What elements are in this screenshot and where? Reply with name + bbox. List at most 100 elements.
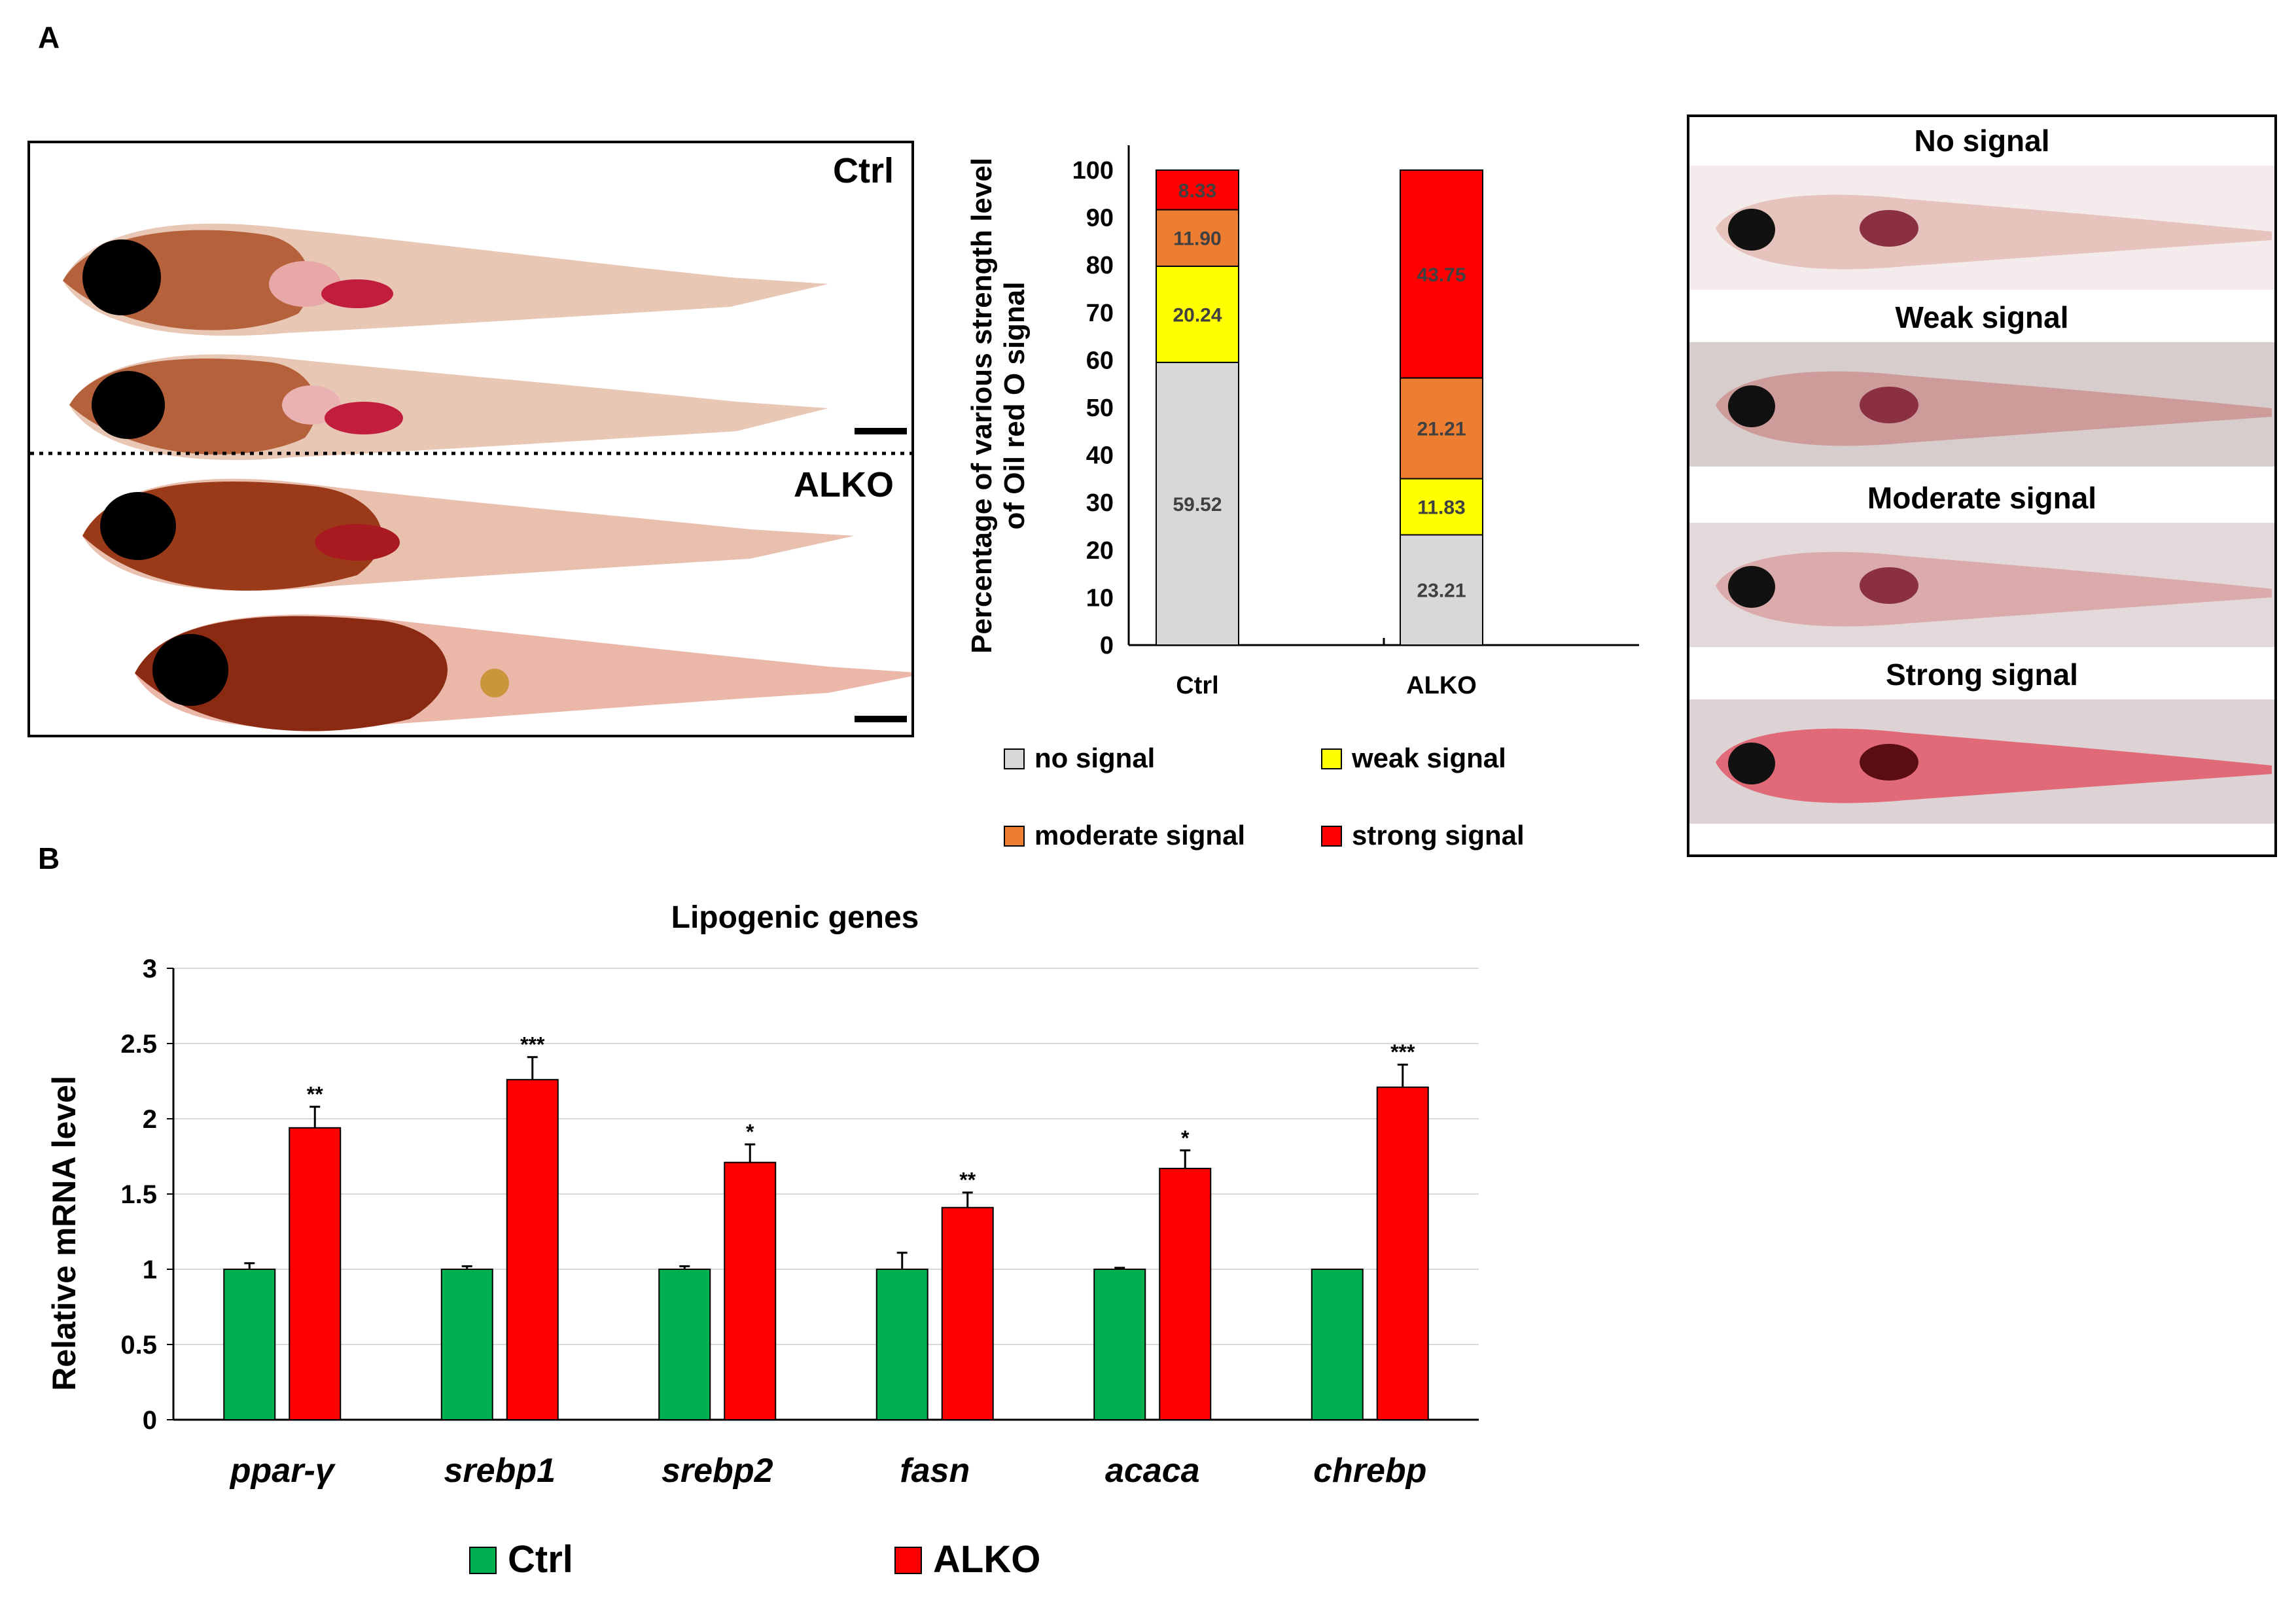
fish-photo-panel: Ctrl ALKO	[27, 141, 927, 737]
bar-ctrl	[223, 1269, 276, 1420]
legend-swatch	[1321, 826, 1342, 847]
significance-marker: **	[307, 1083, 323, 1106]
x-axis-labels: Ctrl ALKO	[1176, 672, 1477, 699]
data-label: 59.52	[1173, 494, 1222, 516]
y-axis-ticks: 0 0.5 1 1.5 2 2.5 3	[120, 955, 173, 1435]
y-tick-label: 0	[143, 1406, 157, 1435]
data-label: 23.21	[1417, 580, 1466, 602]
fish-alko-2	[135, 614, 927, 731]
x-axis-labels: ppar-γ srebp1 srebp2 fasn acaca chrebp	[229, 1452, 1427, 1490]
x-tick-label: ALKO	[1406, 672, 1477, 699]
lipogenic-bar-chart: Lipogenic genes Relative mRNA level 0 0.5…	[46, 900, 1479, 1581]
reference-fish	[1716, 728, 2272, 803]
reference-panel: No signal Weak signal Moderate signal Stron…	[1687, 114, 2277, 857]
data-label: 21.21	[1417, 419, 1466, 440]
x-tick-label: srebp2	[662, 1452, 773, 1490]
significance-marker: **	[959, 1168, 976, 1192]
y-axis-ticks: 0 10 20 30 40 50 60 70 80 90 100	[1072, 157, 1114, 659]
bars: ************	[223, 1033, 1429, 1420]
fish-ctrl-2	[69, 354, 828, 461]
legend-swatch	[469, 1547, 497, 1574]
y-tick-label: 100	[1072, 157, 1114, 184]
bar-ctrl	[1093, 1269, 1146, 1420]
bar-alko	[506, 1079, 559, 1420]
bar-alko	[1376, 1086, 1429, 1420]
legend-entry: no signal	[1034, 743, 1155, 773]
data-label: 11.83	[1417, 497, 1465, 519]
y-tick-label: 20	[1086, 537, 1114, 565]
reference-fish	[1716, 371, 2272, 446]
significance-marker: ***	[1390, 1040, 1415, 1064]
x-tick-label: chrebp	[1313, 1452, 1426, 1490]
x-tick-label: ppar-γ	[229, 1452, 336, 1490]
legend-swatch	[1321, 748, 1342, 769]
y-tick-label: 90	[1086, 205, 1114, 232]
stacked-bar-chart: Percentage of various strength level of …	[966, 145, 1639, 851]
bar-segment-strong-signal	[1156, 169, 1239, 211]
fish-ctrl-1	[63, 223, 828, 336]
significance-marker: *	[1181, 1126, 1190, 1150]
reference-label: Moderate signal	[1867, 481, 2096, 515]
bar-ctrl	[658, 1269, 711, 1420]
y-tick-label: 70	[1086, 300, 1114, 327]
reference-fish	[1716, 552, 2272, 627]
y-tick-label: 30	[1086, 489, 1114, 517]
y-axis-title: Relative mRNA level	[46, 1076, 82, 1391]
legend-entry: ALKO	[933, 1538, 1040, 1581]
reference-label: No signal	[1914, 124, 2049, 158]
y-tick-label: 0.5	[120, 1331, 157, 1360]
y-tick-label: 40	[1086, 442, 1114, 470]
data-label: 11.90	[1173, 228, 1221, 250]
legend: no signal weak signal moderate signal stron…	[1004, 743, 1525, 851]
group-label-ctrl: Ctrl	[833, 151, 894, 190]
legend: Ctrl ALKO	[469, 1538, 1040, 1581]
y-tick-label: 1.5	[120, 1180, 157, 1209]
gridlines	[173, 968, 1479, 1345]
y-axis-title-line1: Percentage of various strength level	[966, 158, 998, 654]
legend-entry: strong signal	[1352, 820, 1525, 851]
legend-entry: moderate signal	[1034, 820, 1245, 851]
y-tick-label: 2.5	[120, 1030, 157, 1059]
y-tick-label: 1	[143, 1256, 157, 1284]
bar-alko	[941, 1206, 994, 1420]
reference-label: Weak signal	[1895, 300, 2068, 334]
y-tick-label: 3	[143, 955, 157, 983]
significance-marker: *	[746, 1120, 754, 1144]
chart-title: Lipogenic genes	[671, 900, 919, 935]
panel-label-a: A	[38, 20, 60, 54]
y-tick-label: 0	[1100, 632, 1114, 659]
data-label: 20.24	[1173, 304, 1222, 326]
x-tick-label: acaca	[1105, 1452, 1200, 1490]
bar-ctrl	[1311, 1269, 1364, 1420]
stacked-bars: 59.52 20.24 11.90 8.33 23.21 11.83 21.21 43.75	[1156, 169, 1483, 646]
legend-entry: weak signal	[1351, 743, 1506, 773]
legend-swatch	[1004, 748, 1025, 769]
y-axis-title-line2: of Oil red O signal	[998, 282, 1031, 530]
y-tick-label: 2	[143, 1105, 157, 1134]
reference-fish	[1716, 194, 2272, 270]
bar-ctrl	[440, 1269, 493, 1420]
x-tick-label: srebp1	[444, 1452, 556, 1490]
data-label: 8.33	[1178, 180, 1216, 202]
x-tick-label: Ctrl	[1176, 672, 1218, 699]
bar-segment-moderate-signal	[1400, 377, 1483, 480]
panel-label-b: B	[38, 841, 60, 875]
y-tick-label: 80	[1086, 252, 1114, 279]
group-label-alko: ALKO	[794, 465, 894, 504]
reference-images: No signal Weak signal Moderate signal Stron…	[1689, 124, 2274, 824]
fish-photos: Ctrl ALKO	[30, 151, 927, 731]
legend-entry: Ctrl	[508, 1538, 573, 1581]
reference-label: Strong signal	[1886, 658, 2078, 692]
bar-alko	[289, 1127, 342, 1420]
legend-swatch	[1004, 826, 1025, 847]
y-tick-label: 60	[1086, 347, 1114, 374]
bar-ctrl	[875, 1269, 928, 1420]
legend-swatch	[894, 1547, 922, 1574]
data-label: 43.75	[1417, 264, 1466, 286]
bar-alko	[724, 1161, 777, 1420]
bar-segment-weak-signal	[1400, 478, 1483, 536]
y-tick-label: 50	[1086, 395, 1114, 422]
fish-alko-1	[82, 478, 855, 591]
bar-alko	[1159, 1167, 1212, 1420]
significance-marker: ***	[520, 1033, 545, 1057]
